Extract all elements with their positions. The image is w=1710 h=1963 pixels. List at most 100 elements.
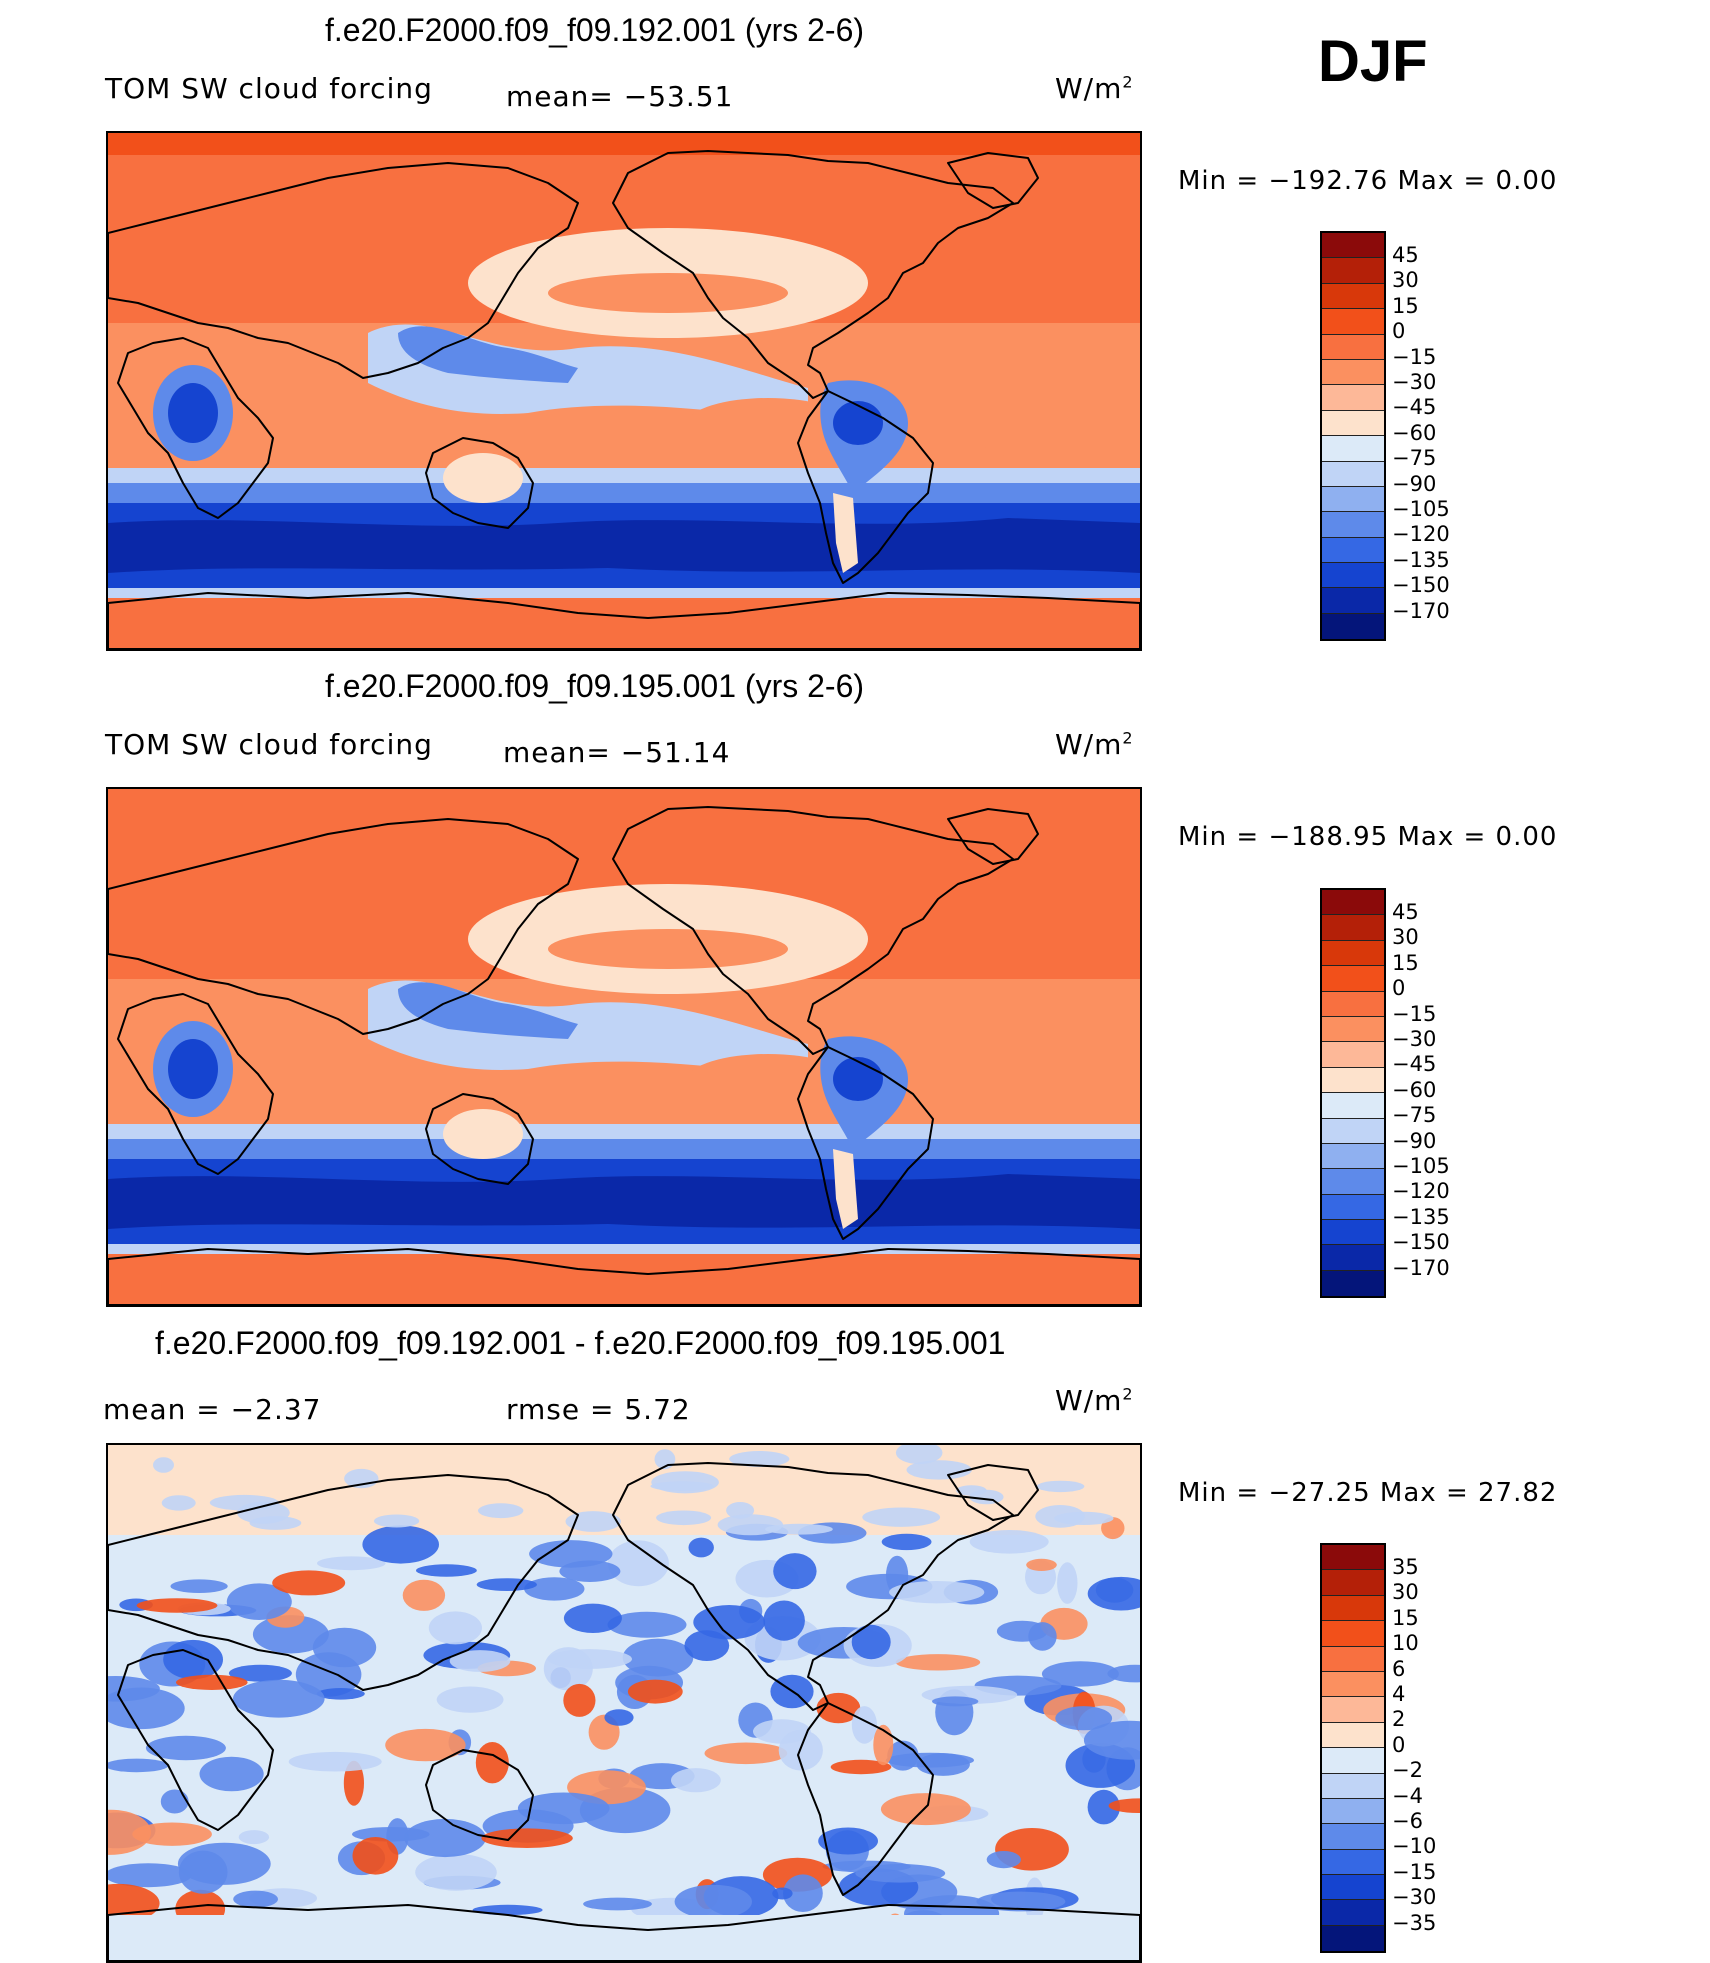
colorbar-tick-label: −75: [1392, 446, 1437, 471]
coastline: [612, 150, 1014, 399]
colorbar-segment: [1322, 1143, 1384, 1170]
colorbar-segment: [1322, 1798, 1384, 1825]
colorbar-segment: [1322, 1118, 1384, 1144]
colorbar-segment: [1322, 966, 1384, 992]
panel-2-units: W/m2: [1055, 728, 1134, 761]
colorbar-tick-label: 45: [1392, 243, 1419, 267]
coastline: [117, 1649, 274, 1831]
colorbar-segment: [1322, 613, 1384, 640]
colorbar-segment: [1322, 1067, 1384, 1094]
coastline: [425, 437, 534, 529]
colorbar-tick-label: −150: [1392, 573, 1450, 598]
panel-3-mean-label: mean = −2.37: [103, 1393, 322, 1426]
colorbar-segment: [1322, 1773, 1384, 1799]
colorbar-tick-label: −60: [1392, 1077, 1437, 1102]
colorbar-tick-label: 15: [1392, 1605, 1419, 1630]
colorbar-segment: [1322, 512, 1384, 538]
coastline: [117, 337, 274, 519]
coastline: [425, 1749, 534, 1841]
colorbar-segment: [1322, 890, 1384, 916]
colorbar-segment: [1322, 309, 1384, 335]
panel-2-mean-label: mean= −51.14: [503, 736, 731, 769]
colorbar-tick-label: −6: [1392, 1809, 1423, 1834]
colorbar-tick-label: 0: [1392, 319, 1406, 344]
colorbar-segment: [1322, 991, 1384, 1017]
colorbar-segment: [1322, 359, 1384, 386]
colorbar-tick-label: 4: [1392, 1682, 1406, 1707]
colorbar-segment: [1322, 1595, 1384, 1622]
panel-3-units: W/m2: [1055, 1384, 1134, 1417]
colorbar-segment: [1322, 563, 1384, 589]
colorbar-segment: [1322, 233, 1384, 259]
colorbar-segment: [1322, 1671, 1384, 1698]
coastline: [108, 592, 1140, 649]
panel-3-map: [106, 1443, 1142, 1963]
colorbar-tick-label: 0: [1392, 1732, 1406, 1757]
colorbar-tick-label: −30: [1392, 370, 1437, 395]
coastline: [797, 1702, 934, 1896]
colorbar-tick-label: −120: [1392, 522, 1450, 547]
colorbar-tick-label: −135: [1392, 547, 1450, 572]
colorbar-segment: [1322, 1545, 1384, 1571]
colorbar-segment: [1322, 258, 1384, 284]
colorbar-tick-label: −30: [1392, 1027, 1437, 1052]
panel-1-units: W/m2: [1055, 72, 1134, 105]
colorbar-tick-label: 15: [1392, 293, 1419, 318]
colorbar-tick-label: 30: [1392, 925, 1419, 950]
coastline: [108, 1248, 1140, 1305]
coastline: [797, 390, 934, 584]
colorbar-segment: [1322, 1169, 1384, 1195]
colorbar-tick-label: −45: [1392, 1052, 1437, 1077]
colorbar-segment: [1322, 461, 1384, 487]
panel-1-mean-label: mean= −53.51: [506, 80, 734, 113]
coastline: [108, 818, 579, 1035]
colorbar-segment: [1322, 283, 1384, 310]
coastline: [947, 152, 1039, 209]
colorbar-segment: [1322, 1722, 1384, 1749]
colorbar-segment: [1322, 1194, 1384, 1221]
colorbar-segment: [1322, 1093, 1384, 1119]
colorbar-tick-label: 35: [1392, 1555, 1419, 1579]
colorbar-tick-label: −135: [1392, 1204, 1450, 1229]
colorbar-tick-label: −90: [1392, 471, 1437, 496]
coastline: [108, 162, 579, 379]
panel-2-map: [106, 787, 1142, 1307]
colorbar-tick-label: 0: [1392, 976, 1406, 1001]
colorbar-tick-label: 10: [1392, 1631, 1419, 1656]
panel-1-map: [106, 131, 1142, 651]
coastline: [108, 1904, 1140, 1961]
coastline: [425, 1093, 534, 1185]
colorbar-tick-label: −4: [1392, 1783, 1423, 1808]
colorbar-segment: [1322, 1245, 1384, 1271]
colorbar-tick-label: −105: [1392, 497, 1450, 522]
coastline: [612, 806, 1014, 1055]
colorbar-tick-label: 45: [1392, 900, 1419, 924]
colorbar-tick-label: 6: [1392, 1656, 1406, 1681]
colorbar-segment: [1322, 1748, 1384, 1774]
colorbar-segment: [1322, 410, 1384, 437]
colorbar-tick-label: −10: [1392, 1834, 1437, 1859]
panel-1-colorbar: [1320, 231, 1386, 642]
colorbar-segment: [1322, 1016, 1384, 1043]
panel-2-min-max: Min = −188.95 Max = 0.00: [1178, 822, 1558, 852]
colorbar-tick-label: −170: [1392, 598, 1450, 623]
colorbar-tick-label: −75: [1392, 1103, 1437, 1128]
panel-3-colorbar: [1320, 1543, 1386, 1954]
panel-2-colorbar-ticks: 45 30 15 0 −15 −30 −45 −60 −75 −90 −105 −120 −135 −15…: [1392, 900, 1450, 1281]
colorbar-segment: [1322, 1849, 1384, 1876]
coastline: [947, 808, 1039, 865]
colorbar-segment: [1322, 436, 1384, 462]
colorbar-tick-label: −45: [1392, 395, 1437, 420]
colorbar-tick-label: −90: [1392, 1128, 1437, 1153]
colorbar-tick-label: −35: [1392, 1910, 1437, 1935]
colorbar-tick-label: 15: [1392, 950, 1419, 975]
colorbar-segment: [1322, 1925, 1384, 1952]
panel-1-colorbar-ticks: 45 30 15 0 −15 −30 −45 −60 −75 −90 −105 −120 −135 −15…: [1392, 243, 1450, 624]
colorbar-segment: [1322, 1042, 1384, 1068]
panel-3-title: f.e20.F2000.f09_f09.192.001 - f.e20.F200…: [155, 1325, 1006, 1361]
colorbar-segment: [1322, 334, 1384, 360]
panel-2-colorbar: [1320, 888, 1386, 1299]
colorbar-segment: [1322, 1875, 1384, 1901]
colorbar-tick-label: −150: [1392, 1230, 1450, 1255]
panel-1-title: f.e20.F2000.f09_f09.192.001 (yrs 2-6): [325, 12, 865, 48]
